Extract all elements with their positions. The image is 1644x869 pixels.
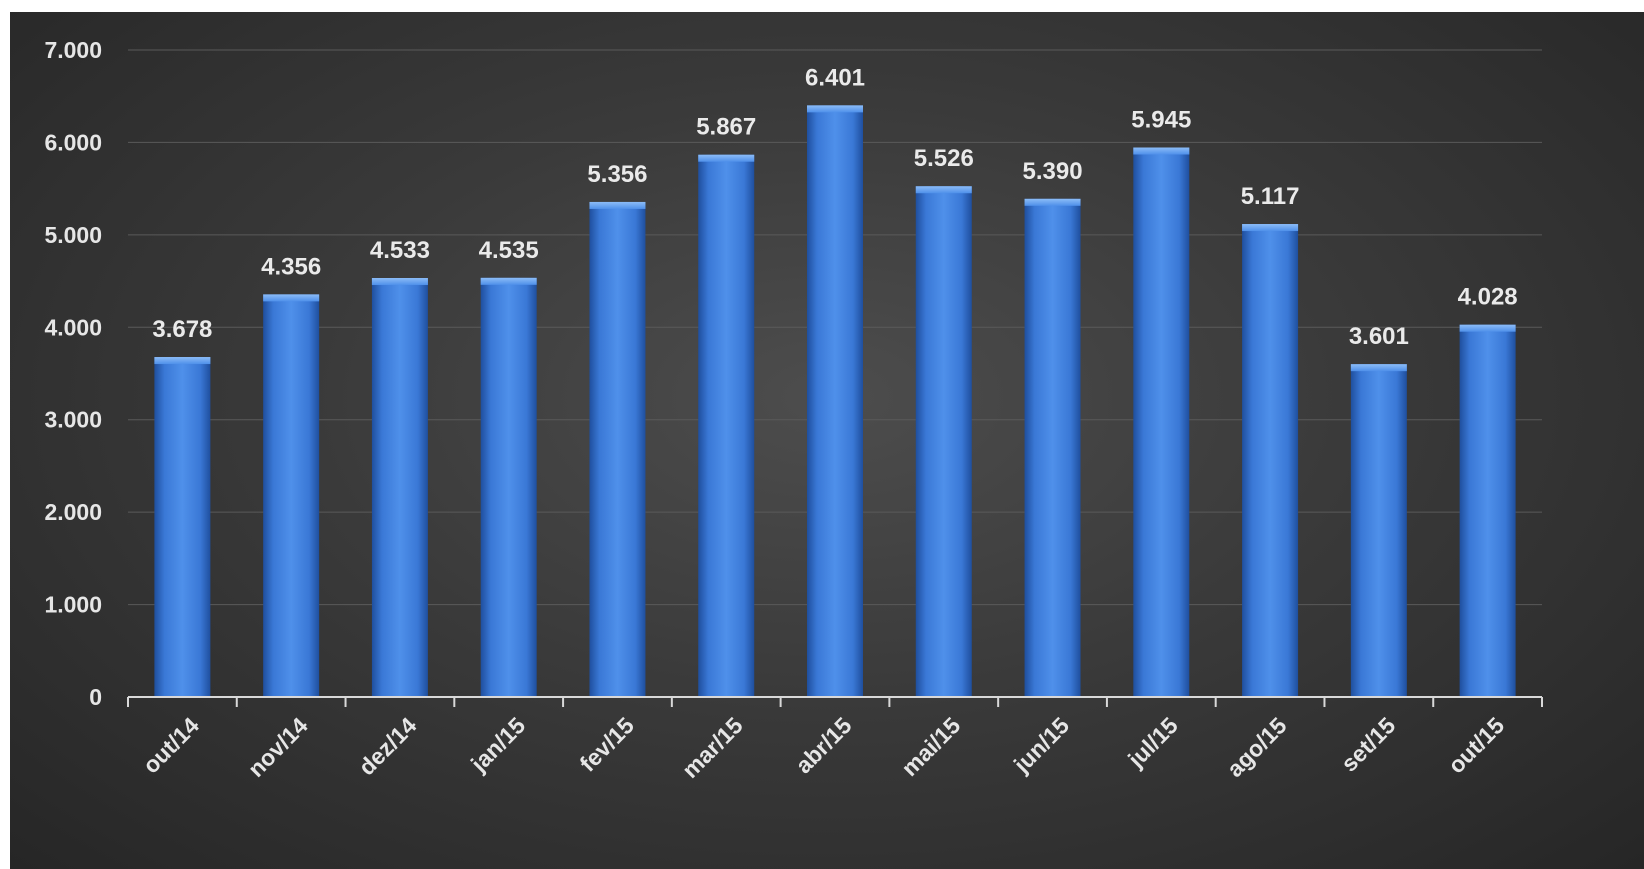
axes: [127, 696, 1543, 707]
bar-body: [698, 154, 755, 698]
y-tick-label: 1.000: [44, 592, 102, 618]
bar-ago-15: [1242, 224, 1299, 697]
x-tick-label: set/15: [1336, 712, 1401, 777]
data-label: 4.533: [370, 237, 430, 264]
bar-cap: [154, 357, 211, 365]
x-tick-label: jul/15: [1122, 712, 1183, 773]
bar-cap: [915, 186, 972, 194]
x-tick-label: out/14: [138, 712, 204, 778]
data-label: 4.028: [1458, 284, 1518, 311]
y-tick-label: 6.000: [44, 129, 102, 155]
y-tick-label: 2.000: [44, 499, 102, 525]
bar-body: [1024, 198, 1081, 697]
x-tick-label: ago/15: [1222, 712, 1292, 782]
data-label: 4.356: [261, 253, 321, 280]
bar-cap: [263, 294, 320, 302]
bar-set-15: [1350, 364, 1407, 697]
bar-mar-15: [698, 154, 755, 698]
bar-jul-15: [1133, 147, 1190, 697]
bar-cap: [1459, 324, 1516, 332]
bar-mai-15: [915, 186, 972, 697]
data-label: 5.945: [1131, 107, 1191, 134]
bar-cap: [1024, 198, 1081, 206]
bar-dez-14: [371, 278, 428, 697]
bar-body: [1350, 364, 1407, 697]
data-label: 4.535: [479, 237, 539, 264]
y-tick-label: 4.000: [44, 314, 102, 340]
bar-body: [263, 294, 320, 697]
data-label: 3.678: [152, 316, 212, 343]
bars: [154, 105, 1516, 698]
bar-body: [807, 105, 863, 697]
bar-cap: [1350, 364, 1407, 372]
y-tick-label: 7.000: [44, 37, 102, 63]
bar-body: [1133, 147, 1190, 697]
data-label: 5.117: [1241, 183, 1300, 210]
data-label: 5.356: [587, 161, 647, 188]
data-label: 3.601: [1349, 323, 1409, 350]
bar-cap: [480, 277, 537, 285]
bar-cap: [698, 154, 755, 162]
bar-cap: [1133, 147, 1190, 155]
y-tick-label: 0: [89, 684, 102, 710]
data-label: 6.401: [805, 64, 865, 91]
bar-nov-14: [263, 294, 320, 697]
bar-body: [1242, 224, 1299, 697]
x-tick-label: abr/15: [790, 712, 856, 778]
bar-body: [154, 357, 211, 697]
bar-body: [1459, 324, 1516, 697]
y-tick-label: 5.000: [44, 222, 102, 248]
x-tick-label: dez/14: [353, 712, 421, 780]
chart-panel: 0 1.000 2.000 3.000 4.000 5.000 6.000 7.000 3.67…: [10, 12, 1644, 869]
data-label: 5.390: [1023, 158, 1083, 185]
bar-chart: 0 1.000 2.000 3.000 4.000 5.000 6.000 7.000 3.67…: [44, 37, 1543, 783]
bar-body: [371, 278, 428, 697]
bar-abr-15: [807, 105, 863, 697]
bar-body: [589, 201, 646, 697]
x-tick-label: fev/15: [574, 712, 639, 777]
x-tick-label: nov/14: [243, 712, 313, 782]
bar-jan-15: [480, 277, 537, 697]
bar-cap: [1242, 224, 1299, 232]
x-tick-label: jun/15: [1008, 712, 1074, 778]
bar-body: [915, 186, 972, 697]
bar-fev-15: [589, 201, 646, 697]
bar-out-14: [154, 357, 211, 697]
x-tick-label: jan/15: [465, 712, 530, 777]
bar-cap: [807, 105, 863, 113]
data-label: 5.867: [696, 114, 756, 141]
y-tick-label: 3.000: [44, 407, 102, 433]
x-tick-label: mai/15: [896, 712, 965, 781]
x-tick-label: mar/15: [677, 712, 748, 783]
bar-body: [480, 277, 537, 697]
data-label: 5.526: [914, 145, 974, 172]
bar-out-15: [1459, 324, 1516, 697]
bar-jun-15: [1024, 198, 1081, 697]
x-tick-label: out/15: [1443, 712, 1509, 778]
bar-cap: [371, 278, 428, 286]
bar-cap: [589, 201, 646, 209]
